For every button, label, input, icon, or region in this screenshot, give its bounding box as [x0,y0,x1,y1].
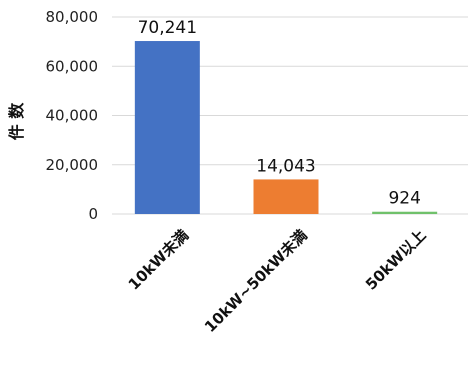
y-tick-label: 40,000 [46,107,99,125]
bar [134,41,200,214]
data-labels: 70,241 14,043 924 [138,18,421,209]
data-label: 70,241 [138,18,197,38]
data-label: 14,043 [256,156,315,176]
y-axis-label: 件 数 [7,102,26,141]
bar [253,179,319,214]
data-label: 924 [388,189,420,209]
y-tick-label: 0 [88,205,98,223]
category-label: 10kW未満 [125,226,192,293]
y-axis-ticks: 0 20,000 40,000 60,000 80,000 [46,8,99,223]
x-axis-categories: 10kW未満 10kW~50kW未満 50kW以上 [125,226,430,336]
y-tick-label: 20,000 [46,156,99,174]
y-tick-label: 80,000 [46,8,99,26]
bars [134,41,438,214]
bar [372,211,438,214]
category-label: 50kW以上 [362,226,429,293]
y-tick-label: 60,000 [46,57,99,75]
category-label: 10kW~50kW未満 [201,226,311,336]
